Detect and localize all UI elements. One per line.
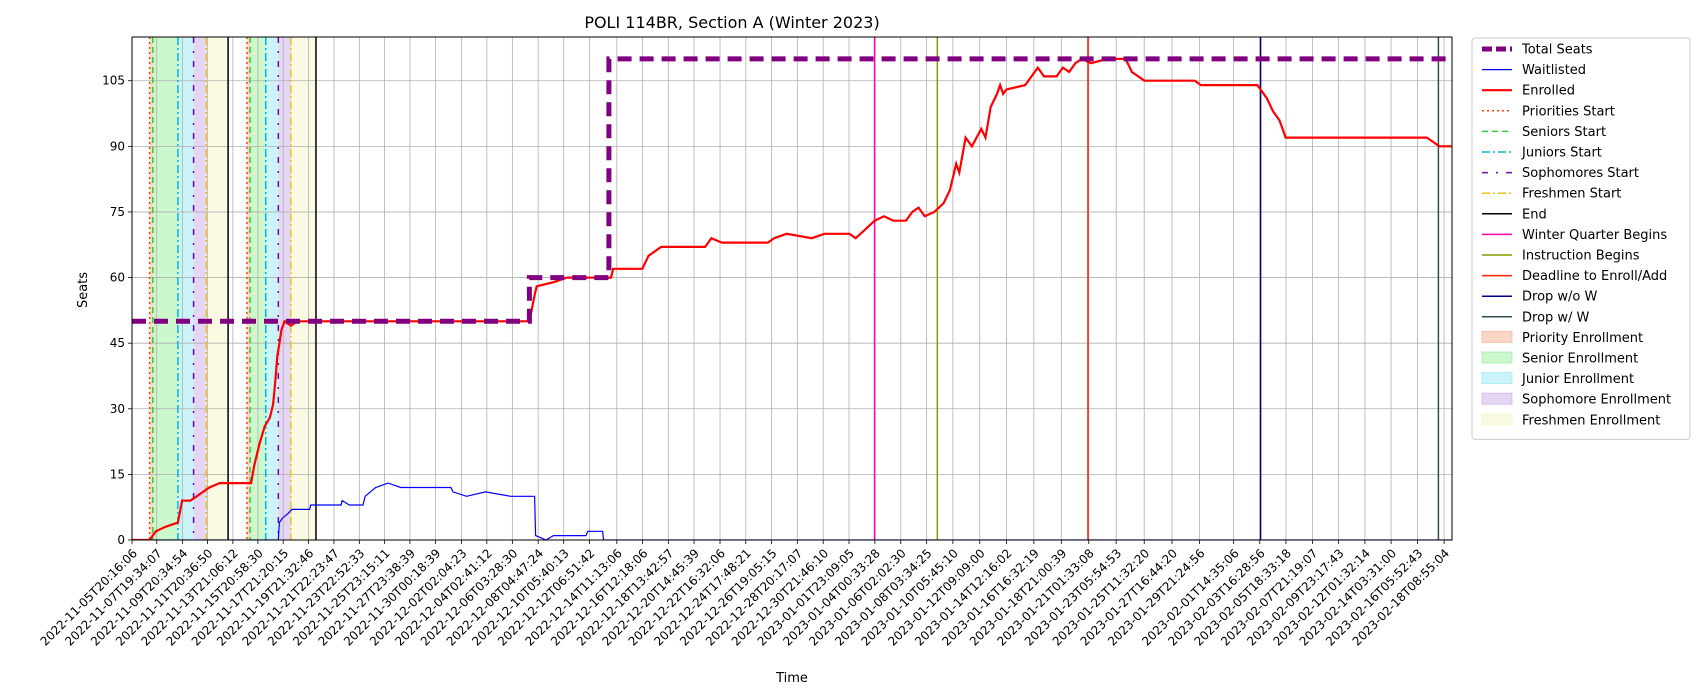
legend-label-waitlisted: Waitlisted [1522,63,1586,78]
legend-label-end: End [1522,207,1547,222]
y-axis-label: Seats [76,272,91,308]
y-tick-label: 75 [110,205,125,219]
legend-label-sophomores-start: Sophomores Start [1522,166,1639,181]
legend-label-drop-w-w: Drop w/ W [1522,310,1590,325]
legend-label-seniors-start: Seniors Start [1522,125,1606,140]
legend-swatch-junior-enrollment [1481,372,1513,385]
y-tick-label: 0 [117,533,125,547]
shaded-region-priority-enrollment [246,37,251,540]
shaded-region-priority-enrollment [149,37,153,540]
shaded-region-sophomore-enrollment [193,37,207,540]
y-tick-label: 60 [110,271,125,285]
legend-label-enrolled: Enrolled [1522,84,1575,99]
legend-label-drop-w-o-w: Drop w/o W [1522,290,1598,305]
legend-swatch-priority-enrollment [1481,330,1513,343]
shaded-region-freshmen-enrollment [206,37,229,540]
legend-label-priorities-start: Priorities Start [1522,104,1615,119]
series-waitlisted [132,482,1452,540]
series-total-seats [132,56,1452,324]
y-tick-label: 90 [110,139,125,153]
legend-swatch-freshmen-enrollment [1481,413,1513,426]
series-enrolled [132,57,1452,540]
y-tick-label: 45 [110,336,125,350]
y-tick-label: 105 [102,74,125,88]
legend-label-deadline-to-enroll-add: Deadline to Enroll/Add [1522,269,1667,284]
shaded-region-sophomore-enrollment [278,37,291,540]
shaded-region-junior-enrollment [265,37,279,540]
y-tick-label: 15 [110,467,125,481]
legend-label-winter-quarter-begins: Winter Quarter Begins [1522,228,1667,243]
legend-label-instruction-begins: Instruction Begins [1522,249,1640,264]
legend-label-freshmen-start: Freshmen Start [1522,187,1621,202]
legend-label-total-seats: Total Seats [1521,43,1593,58]
x-axis-label: Time [775,671,808,686]
legend: Total Seats Waitlisted Enrolled Priorities … [1471,37,1691,440]
legend-box [1471,37,1691,440]
legend-swatch-sophomore-enrollment [1481,392,1513,405]
shaded-region-junior-enrollment [177,37,194,540]
legend-label-priority-enrollment: Priority Enrollment [1522,331,1643,346]
legend-swatch-senior-enrollment [1481,351,1513,364]
legend-label-senior-enrollment: Senior Enrollment [1522,352,1638,367]
y-tick-label: 30 [110,402,125,416]
shaded-region-freshmen-enrollment [290,37,316,540]
plot-frame [131,36,1453,541]
legend-label-junior-enrollment: Junior Enrollment [1521,372,1634,387]
legend-label-freshmen-enrollment: Freshmen Enrollment [1522,413,1660,428]
chart-title: POLI 114BR, Section A (Winter 2023) [584,13,879,32]
legend-label-juniors-start: Juniors Start [1521,146,1602,161]
legend-label-sophomore-enrollment: Sophomore Enrollment [1522,393,1671,408]
